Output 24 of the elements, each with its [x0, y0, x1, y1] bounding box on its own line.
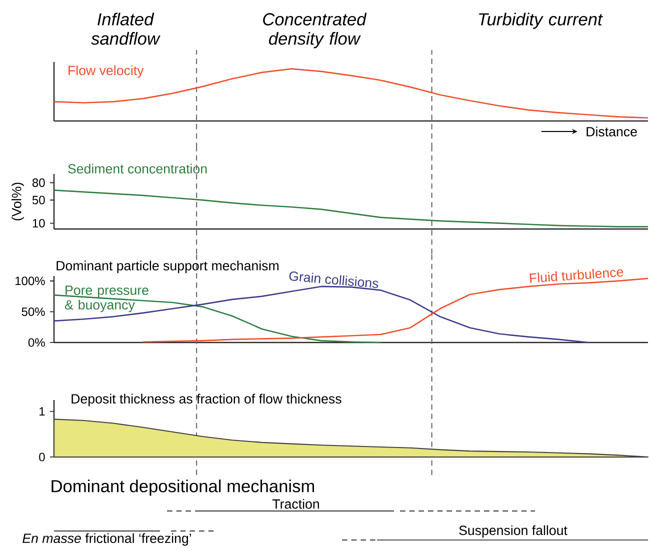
y-tick-label: 0%	[28, 338, 45, 347]
text: Suspension fallout	[459, 525, 568, 538]
y-axis-title: (Vol%)	[12, 182, 24, 220]
text: Concentrated density flow	[263, 12, 367, 48]
series-label: Fluid turbulence	[530, 268, 624, 283]
series-label: Sediment concentration	[68, 164, 207, 174]
chart-title: Deposit thickness as fraction of flow thickness	[72, 394, 342, 406]
series-label: Flow velocity	[68, 65, 144, 78]
text: En masse frictional ‘freezing’	[22, 533, 191, 546]
chart-title: Dominant particle support mechanism	[56, 260, 278, 274]
y-tick-label: 50	[32, 196, 45, 204]
text: Turbidity current	[478, 12, 603, 29]
text: Dominant depositional mechanism	[52, 480, 314, 496]
y-tick-label: 100%	[16, 276, 45, 286]
y-tick-label: 1	[40, 407, 45, 416]
series-label: Grain collisions	[289, 271, 378, 288]
text: Traction	[272, 498, 319, 509]
y-tick-label: 80	[32, 178, 45, 187]
x-axis-title: Distance	[586, 126, 637, 136]
y-tick-label: 10	[32, 218, 45, 228]
text: Inflated sandflow	[91, 12, 160, 45]
y-tick-label: 0	[39, 452, 45, 462]
series-label: Pore pressure & buoyancy	[64, 286, 148, 312]
y-tick-label: 50%	[22, 307, 45, 316]
